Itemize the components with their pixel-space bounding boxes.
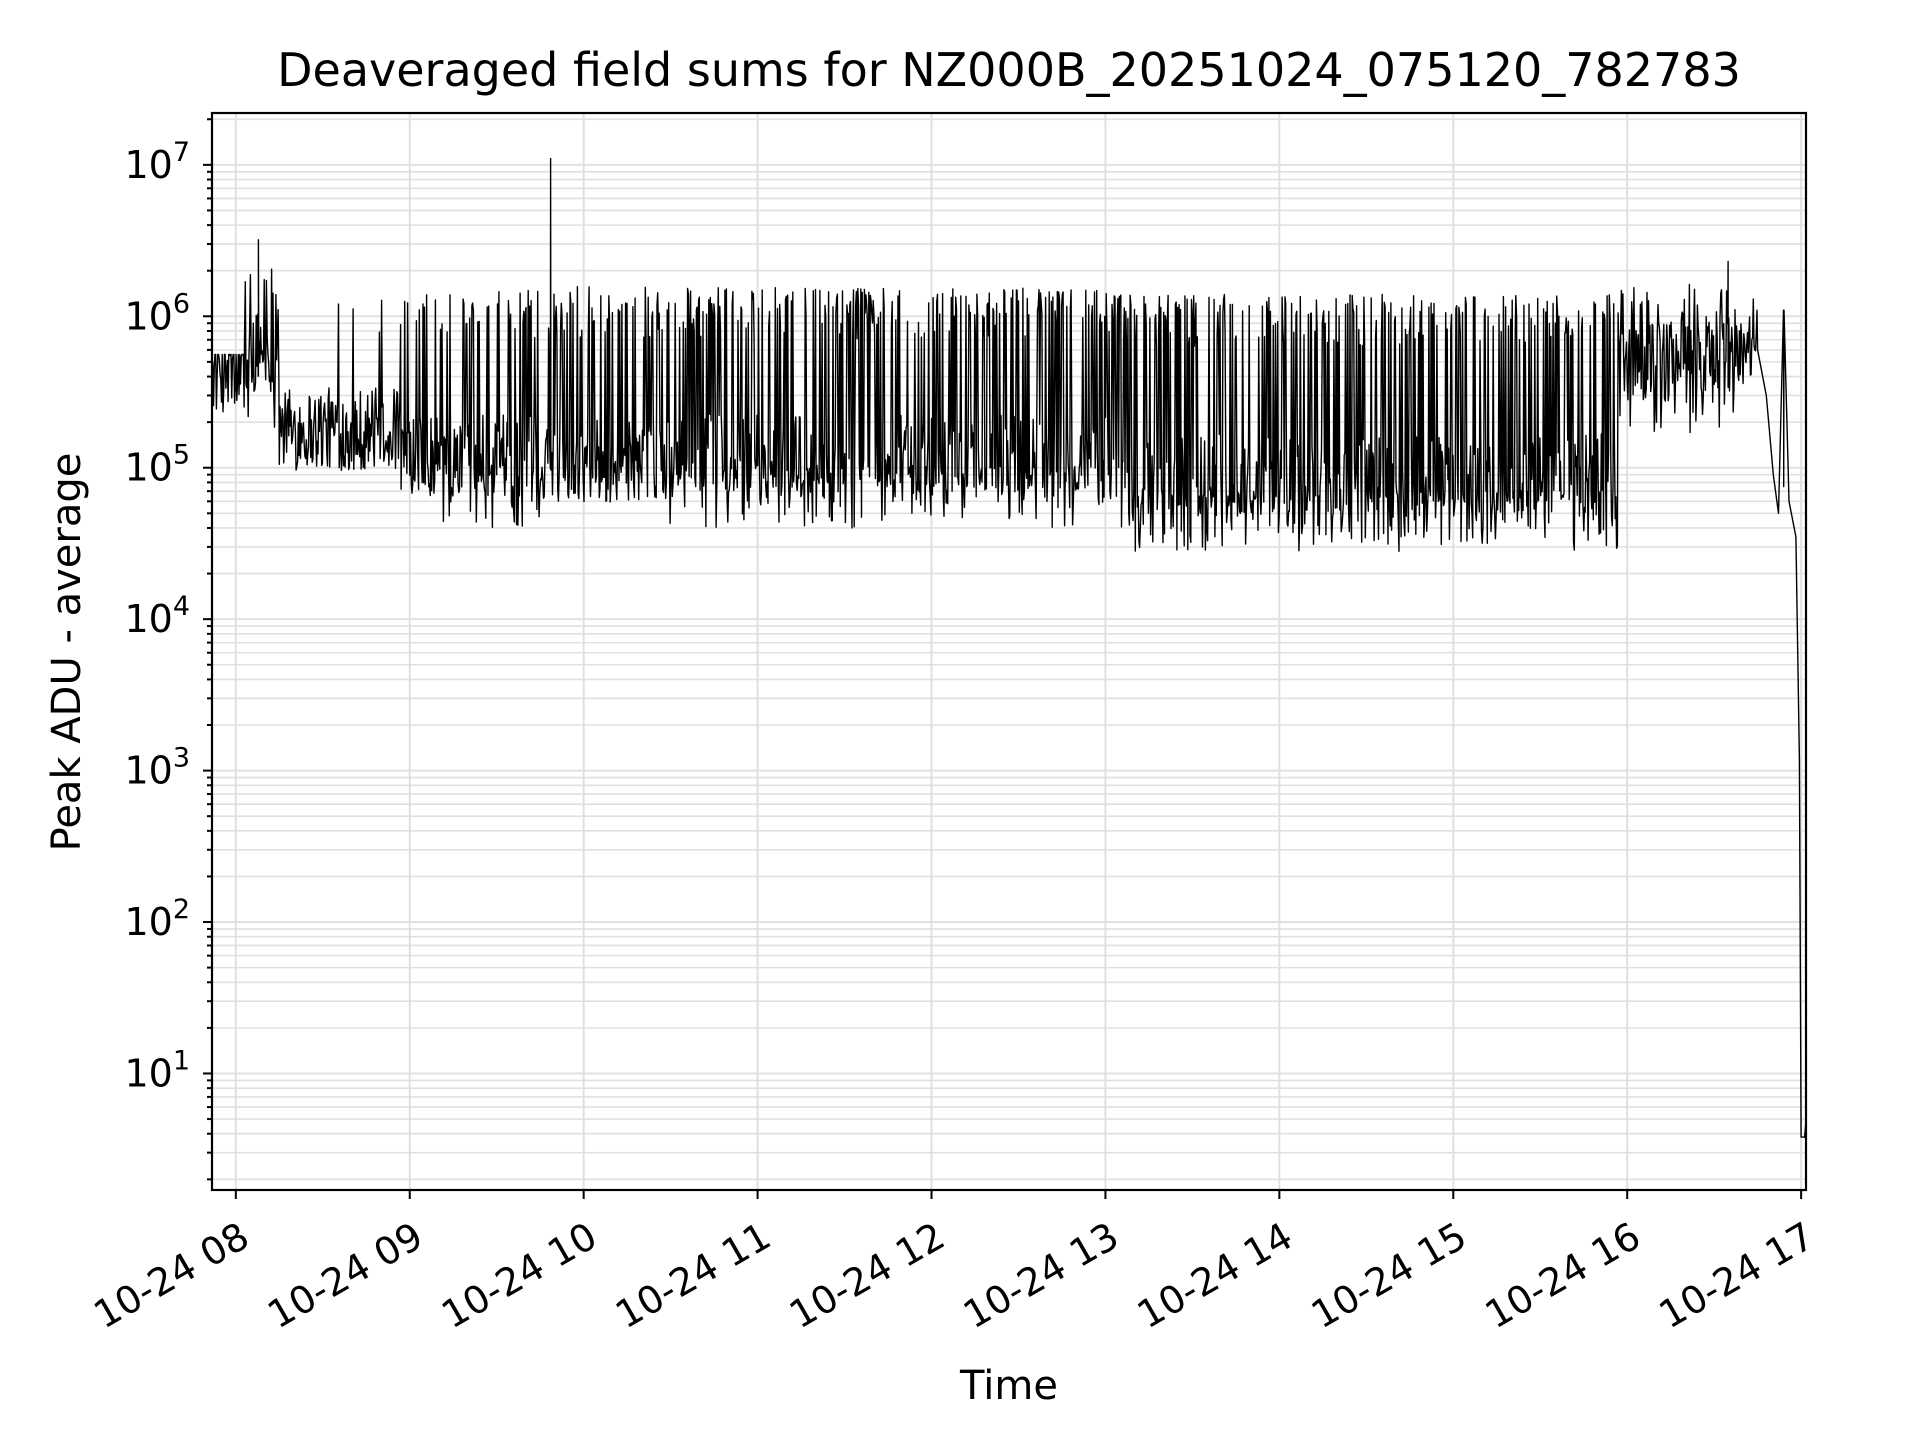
x-tick-label: 10-24 11 [608,1214,778,1338]
x-axis-label: Time [959,1363,1058,1409]
series-line [211,157,1807,1138]
x-tick-label: 10-24 10 [434,1214,604,1338]
plot-area [211,157,1807,1138]
y-tick-label: 107 [124,137,190,187]
x-tick-label: 10-24 17 [1652,1214,1822,1338]
grid [212,113,1806,1190]
y-tick-label: 104 [124,591,190,641]
y-tick-label: 103 [124,743,190,793]
x-tick-label: 10-24 08 [86,1214,256,1338]
x-tick-label: 10-24 16 [1478,1214,1648,1338]
y-axis-ticks: 101 102 103 104 105 106 107 [124,118,212,1181]
y-tick-label: 102 [124,894,190,944]
y-tick-label: 101 [124,1045,190,1095]
x-tick-label: 10-24 15 [1304,1214,1474,1338]
chart-title: Deaveraged field sums for NZ000B_2025102… [277,43,1741,97]
x-tick-label: 10-24 09 [260,1214,430,1338]
x-tick-label: 10-24 13 [956,1214,1126,1338]
x-tick-label: 10-24 12 [782,1214,952,1338]
y-tick-label: 105 [124,440,190,490]
axes-frame [210,111,1808,1192]
x-tick-label: 10-24 14 [1130,1214,1300,1338]
y-axis-label: Peak ADU - average [44,453,90,852]
y-tick-label: 106 [124,288,190,338]
x-axis-ticks: 10-24 08 10-24 09 10-24 10 10-24 11 10-24 12… [86,1190,1822,1338]
